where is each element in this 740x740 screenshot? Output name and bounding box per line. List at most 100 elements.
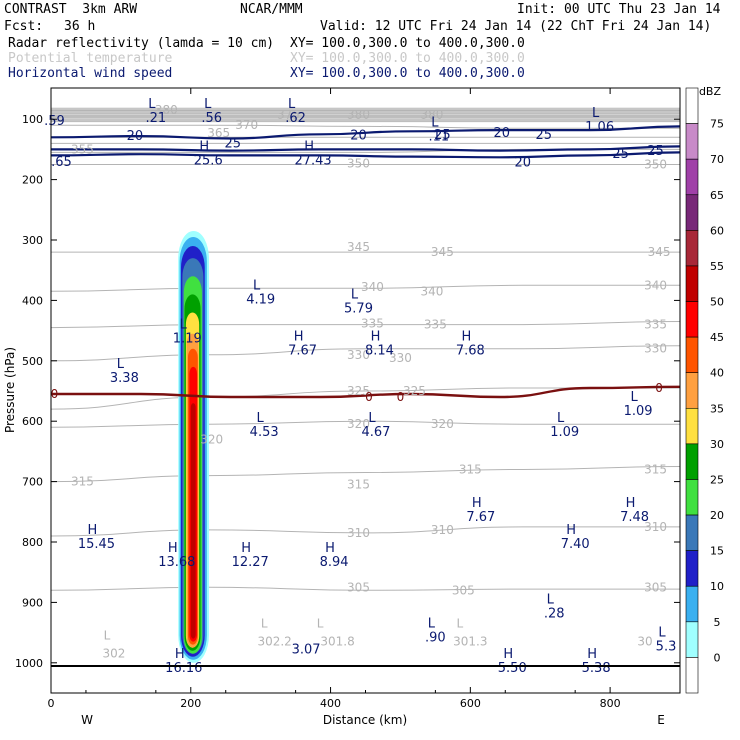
colorbar-swatch xyxy=(685,265,699,302)
colorbar-swatch xyxy=(685,514,699,551)
theta-label: 350 xyxy=(347,156,370,170)
extremum-marker: L xyxy=(428,617,436,632)
theta-contours xyxy=(51,107,680,591)
extremum-marker: H xyxy=(587,647,597,662)
extremum-value: 5.38 xyxy=(582,661,611,676)
y-tick-label: 700 xyxy=(22,476,43,489)
extremum-marker: H xyxy=(88,523,98,538)
colorbar-swatch xyxy=(685,657,699,694)
theta-label: 320 xyxy=(200,432,223,446)
colorbar-swatch xyxy=(685,407,699,445)
x-tick-label: 400 xyxy=(320,697,341,710)
colorbar-level-label: 45 xyxy=(710,331,724,344)
extremum-value: .56 xyxy=(201,111,222,126)
theta-label: 302.2 xyxy=(257,635,291,649)
extremum-marker: H xyxy=(626,496,636,511)
theta-label: 315 xyxy=(459,463,482,477)
extremum-value: 1.09 xyxy=(550,425,579,440)
wind-label: 20 xyxy=(514,156,531,171)
extremum-value: 8.14 xyxy=(365,344,394,359)
y-axis-label: Pressure (hPa) xyxy=(3,347,17,433)
theta-label: 370 xyxy=(235,118,258,132)
theta-label: L xyxy=(261,617,268,631)
zero-isotherm-line xyxy=(51,385,680,399)
extremum-marker: L xyxy=(204,97,212,112)
colorbar-swatch xyxy=(685,550,699,587)
extremum-marker: H xyxy=(175,647,185,662)
theta-label: 340 xyxy=(644,278,667,292)
extremum-value: 27.43 xyxy=(294,153,331,168)
theta-label: 320 xyxy=(431,417,454,431)
extremum-value: 15.45 xyxy=(78,537,115,552)
wind-contour-20 xyxy=(51,125,680,140)
extremum-marker: L xyxy=(351,287,359,302)
init-time: Init: 00 UTC Thu 23 Jan 14 xyxy=(517,2,721,17)
y-tick-label: 600 xyxy=(22,415,43,428)
field-name-reflectivity: Radar reflectivity (lamda = 10 cm) xyxy=(8,36,275,51)
extremum-marker: H xyxy=(325,541,335,556)
colorbar-swatch xyxy=(685,230,699,267)
colorbar-level-label: 35 xyxy=(710,402,724,415)
extremum-value: 4.67 xyxy=(362,425,391,440)
wind-label: 20 xyxy=(350,129,367,144)
colorbar-level-label: 30 xyxy=(710,438,724,451)
axes: Pressure (hPa) Distance (km) W E 0 200 400… xyxy=(3,87,681,727)
extremum-marker: L xyxy=(592,106,600,121)
y-tick-label: 500 xyxy=(22,355,43,368)
extremum-marker: H xyxy=(461,330,471,345)
extremum-value: 1.09 xyxy=(624,404,653,419)
y-tick-label: 200 xyxy=(22,174,43,187)
field-xy-theta: XY= 100.0,300.0 to 400.0,300.0 xyxy=(290,51,525,66)
theta-contour-305 xyxy=(51,586,680,591)
extremum-value: 7.67 xyxy=(466,510,495,525)
theta-label: 345 xyxy=(347,240,370,254)
wind-label: 25 xyxy=(612,147,629,162)
theta-label: 305 xyxy=(644,580,667,594)
extremum-marker: L xyxy=(658,626,666,641)
theta-label: 355 xyxy=(71,142,94,156)
colorbar-level-label: 70 xyxy=(710,153,724,166)
forecast-label: Fcst: xyxy=(4,19,44,34)
theta-contour-335 xyxy=(51,321,680,329)
center-title: NCAR/MMM xyxy=(240,2,303,17)
theta-label: 325 xyxy=(403,384,426,398)
extremum-value: 1.06 xyxy=(585,120,614,135)
extremum-value: .28 xyxy=(544,606,565,621)
colorbar-level-label: 40 xyxy=(710,367,724,380)
extremum-value: 16.16 xyxy=(165,661,202,676)
colorbar-level-label: 65 xyxy=(710,189,724,202)
x-tick-label: 800 xyxy=(600,697,621,710)
theta-label: 335 xyxy=(424,318,447,332)
theta-label: L xyxy=(457,617,464,631)
theta-label: 310 xyxy=(347,526,370,540)
theta-label: L xyxy=(104,629,111,643)
theta-label: 310 xyxy=(431,523,454,537)
theta-contour-340 xyxy=(51,284,680,292)
extremum-marker: L xyxy=(368,411,376,426)
reflectivity-plume xyxy=(178,230,209,663)
colorbar-swatch xyxy=(685,372,699,409)
theta-label: 315 xyxy=(71,475,94,489)
extremum-value: 5.79 xyxy=(344,301,373,316)
colorbar-level-label: 5 xyxy=(714,616,721,629)
theta-label: 340 xyxy=(420,284,443,298)
theta-label: 30 xyxy=(637,635,652,649)
extremum-marker: L xyxy=(630,390,638,405)
extremum-value: .59 xyxy=(44,114,65,129)
colorbar-level-label: 20 xyxy=(710,509,724,522)
isotherm-label: 0 xyxy=(365,390,373,404)
forecast-hour: 36 h xyxy=(64,19,96,34)
extremum-value: 8.94 xyxy=(320,555,349,570)
reflectivity-band-10 xyxy=(190,403,196,639)
theta-label: 325 xyxy=(347,384,370,398)
field-name-theta: Potential temperature xyxy=(8,51,173,66)
colorbar-swatch xyxy=(685,443,699,480)
model-title: CONTRAST 3km ARW xyxy=(4,2,138,17)
extremum-value: .62 xyxy=(285,111,306,126)
wind-label: 20 xyxy=(127,129,144,144)
isotherm-label: 0 xyxy=(51,387,59,401)
extremum-marker: H xyxy=(199,139,209,154)
wind-label: 25 xyxy=(434,128,451,143)
